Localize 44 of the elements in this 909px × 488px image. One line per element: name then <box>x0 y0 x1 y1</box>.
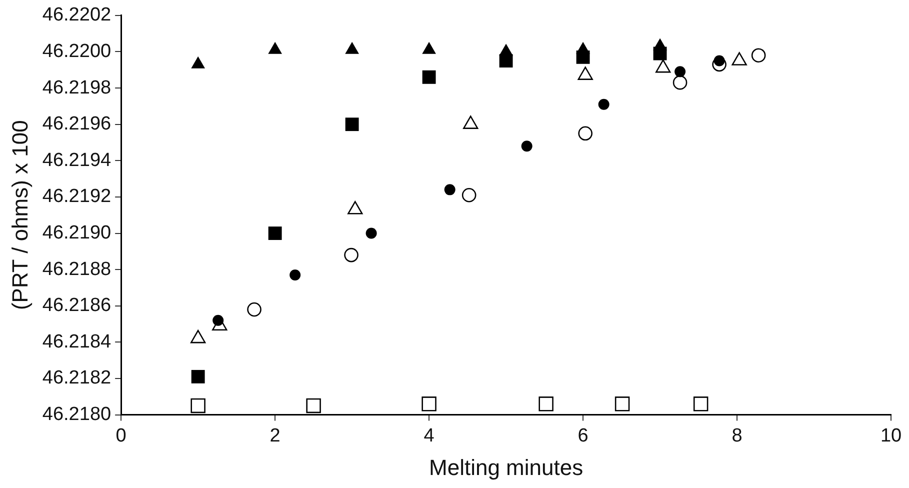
point <box>578 126 592 141</box>
point <box>190 398 206 414</box>
point <box>614 396 630 412</box>
y-tick-label: 46.2180 <box>42 404 112 426</box>
point <box>672 75 688 90</box>
point <box>422 396 436 412</box>
point <box>422 70 436 84</box>
y-tick-label: 46.2188 <box>42 258 112 280</box>
y-tick-label: 46.2198 <box>42 77 112 98</box>
point <box>268 226 282 240</box>
x-tick-label: 8 <box>732 425 742 446</box>
x-tick-label: 2 <box>270 425 280 446</box>
point <box>751 48 766 62</box>
point <box>290 270 301 281</box>
point <box>366 228 377 239</box>
point <box>674 66 686 78</box>
point <box>444 184 456 196</box>
point <box>598 98 610 110</box>
y-tick-label: 46.2192 <box>42 186 112 208</box>
point <box>521 140 532 152</box>
x-tick-label: 6 <box>578 425 588 446</box>
y-axis-title: (PRT / ohms) x 100 <box>7 120 32 310</box>
point <box>306 398 321 414</box>
point <box>714 55 725 66</box>
y-tick-label: 46.2190 <box>42 222 112 244</box>
y-tick-label: 46.2200 <box>42 40 112 62</box>
point <box>462 188 476 202</box>
point <box>693 396 708 412</box>
y-tick-label: 46.2202 <box>42 4 112 26</box>
point <box>247 302 262 317</box>
point <box>538 396 554 412</box>
x-axis-title: Melting minutes <box>429 454 584 480</box>
point <box>344 248 358 262</box>
x-tick-label: 0 <box>116 425 126 446</box>
y-tick-label: 46.2194 <box>42 150 112 171</box>
point <box>212 314 224 326</box>
x-tick-label: 10 <box>880 425 902 446</box>
x-tick-label: 4 <box>424 425 435 446</box>
y-tick-label: 46.2182 <box>42 368 112 389</box>
y-tick-label: 46.2186 <box>42 295 112 316</box>
point <box>191 370 205 384</box>
point <box>345 118 359 132</box>
y-tick-label: 46.2196 <box>42 114 112 135</box>
y-tick-label: 46.2184 <box>42 331 112 352</box>
